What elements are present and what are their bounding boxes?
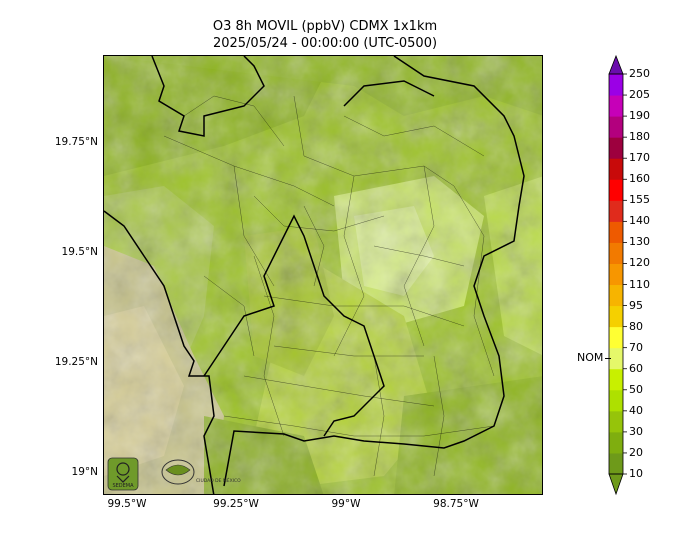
colorbar-segment (609, 137, 623, 159)
sedema-logo-text: SEDEMA (112, 483, 134, 489)
ozone-map[interactable]: SEDEMA CIUDAD DE MÉXICO (103, 55, 543, 495)
colorbar-segment (609, 74, 623, 96)
colorbar-segment (609, 179, 623, 201)
colorbar-tick-label: 70 (629, 340, 643, 354)
cdmx-logo-text: CIUDAD DE MÉXICO (196, 476, 241, 484)
logo-ciudad-de-mexico: CIUDAD DE MÉXICO (161, 459, 241, 485)
colorbar (608, 54, 627, 496)
logo-sedema: SEDEMA (107, 457, 139, 491)
colorbar-segment (609, 410, 623, 433)
lat-label: 19°N (71, 466, 98, 478)
colorbar-tick-label: 60 (629, 361, 643, 375)
colorbar-tick-label: 250 (629, 67, 650, 80)
colorbar-tick-label: 80 (629, 319, 643, 333)
colorbar-tick-label: 30 (629, 424, 643, 438)
colorbar-tick-label: 110 (629, 277, 650, 291)
colorbar-segment (609, 116, 623, 138)
nom-threshold-label: NOM (577, 351, 604, 364)
colorbar-tick-label: 205 (629, 88, 650, 102)
colorbar-tick-label: 180 (629, 130, 650, 144)
colorbar-tick-label: 140 (629, 214, 650, 228)
ozone-map-canvas: SEDEMA CIUDAD DE MÉXICO (104, 56, 542, 494)
lat-label: 19.75°N (54, 136, 98, 148)
colorbar-segment (609, 284, 623, 307)
colorbar-tick-label: 190 (629, 109, 650, 123)
colorbar-extend-max (608, 54, 624, 75)
colorbar-segment (609, 158, 623, 180)
colorbar-segment (609, 221, 623, 243)
lon-label: 98.75°W (433, 498, 479, 510)
state-boundaries (104, 56, 525, 494)
colorbar-segment (609, 368, 623, 391)
lon-label: 99°W (331, 498, 361, 510)
colorbar-tick-label: 10 (629, 467, 643, 480)
colorbar-tick-label: 40 (629, 403, 643, 417)
lon-label: 99.5°W (107, 498, 147, 510)
colorbar-tick-label: 155 (629, 193, 650, 207)
lon-label: 99.25°W (213, 498, 259, 510)
terrain-relief-shading (104, 56, 542, 494)
colorbar-segment (609, 263, 623, 286)
colorbar-extend-min (608, 473, 624, 496)
map-subtitle-datetime: 2025/05/24 - 00:00:00 (UTC-0500) (212, 36, 438, 51)
colorbar-tick-label: 95 (629, 298, 643, 312)
colorbar-outline (608, 73, 624, 475)
colorbar-segment (609, 200, 623, 222)
colorbar-tick-label: 160 (629, 172, 650, 186)
lat-label: 19.5°N (61, 246, 98, 258)
municipal-boundaries (163, 95, 495, 477)
colorbar-segment (609, 452, 623, 475)
map-title: O3 8h MOVIL (ppbV) CDMX 1x1km (212, 19, 438, 34)
colorbar-tick-label: 120 (629, 256, 650, 270)
colorbar-segment (609, 242, 623, 264)
colorbar-tick-label: 20 (629, 445, 643, 459)
nom-threshold-tick (605, 358, 611, 359)
lat-label: 19.25°N (54, 356, 98, 368)
colorbar-segment (609, 347, 623, 370)
colorbar-tick-label: 170 (629, 151, 650, 165)
colorbar-segment (609, 431, 623, 454)
colorbar-segment (609, 95, 623, 117)
colorbar-segment (609, 389, 623, 412)
colorbar-segment (609, 326, 623, 349)
colorbar-segment (609, 305, 623, 328)
colorbar-tick-label: 130 (629, 235, 650, 249)
colorbar-tick-label: 50 (629, 382, 643, 396)
